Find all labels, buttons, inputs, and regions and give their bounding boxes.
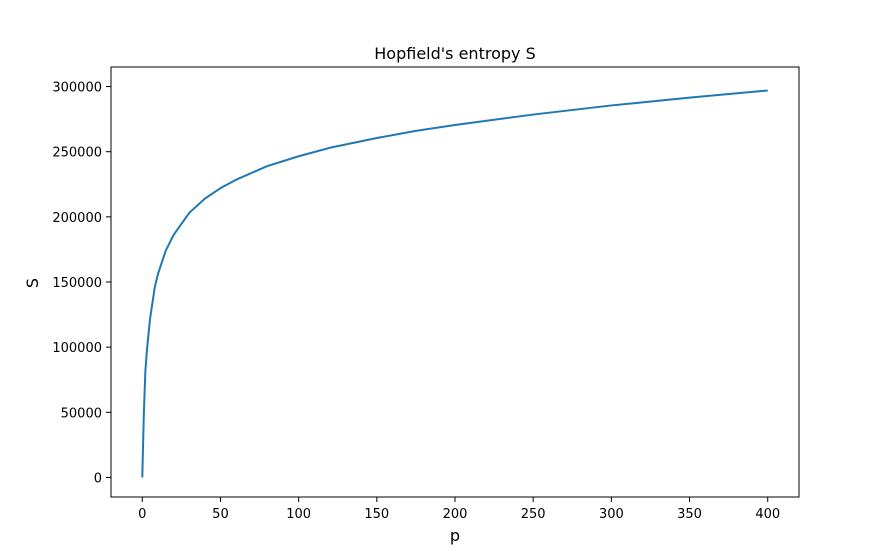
y-axis-label: S (23, 278, 42, 288)
y-tick-label: 150000 (52, 276, 102, 291)
x-tick-label: 200 (443, 507, 468, 522)
x-tick-label: 150 (364, 507, 389, 522)
y-tick-label: 50000 (61, 406, 102, 421)
x-axis: 0 50 100 150 200 250 300 350 400 (138, 497, 780, 522)
y-tick-label: 0 (94, 471, 102, 486)
x-tick-label: 50 (212, 507, 229, 522)
x-tick-label: 0 (138, 507, 146, 522)
x-tick-label: 300 (599, 507, 624, 522)
x-tick-label: 100 (286, 507, 311, 522)
x-tick-label: 350 (677, 507, 702, 522)
series-line-0 (141, 89, 768, 478)
chart-title: Hopfield's entropy S (374, 44, 535, 63)
x-tick-label: 400 (755, 507, 780, 522)
y-axis: 0 50000 100000 150000 200000 250000 300000 (52, 81, 111, 486)
y-tick-label: 250000 (52, 146, 102, 161)
y-tick-label: 200000 (52, 211, 102, 226)
y-tick-label: 100000 (52, 341, 102, 356)
x-tick-label: 250 (521, 507, 546, 522)
y-tick-label: 300000 (52, 81, 102, 96)
x-axis-label: p (450, 526, 460, 545)
